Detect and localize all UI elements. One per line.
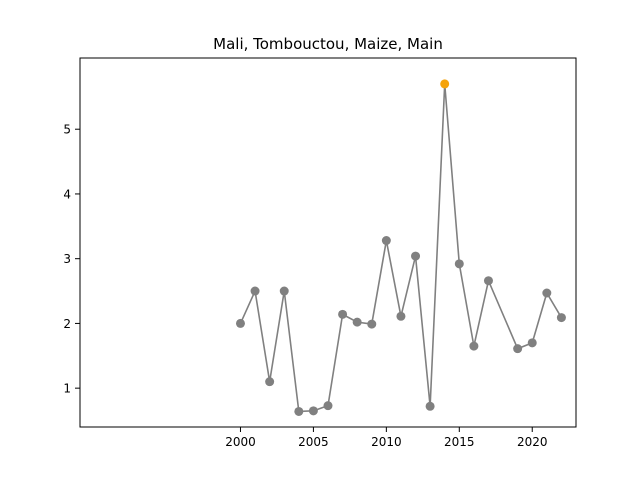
data-point	[294, 406, 304, 416]
x-tick-label: 2010	[371, 435, 402, 449]
plot-area-frame	[79, 57, 577, 428]
y-tick-label: 3	[63, 252, 71, 266]
data-point	[454, 259, 464, 269]
data-point	[381, 236, 391, 246]
data-point	[367, 319, 377, 329]
data-point	[265, 377, 275, 387]
data-point	[483, 276, 493, 286]
data-point	[469, 341, 479, 351]
data-point	[542, 288, 552, 298]
y-tick-label: 5	[63, 123, 71, 137]
x-tick-label: 2015	[444, 435, 475, 449]
data-point	[411, 251, 421, 261]
data-point	[556, 313, 566, 323]
data-point	[308, 406, 318, 416]
data-point	[527, 338, 537, 348]
chart-title: Mali, Tombouctou, Maize, Main	[213, 35, 443, 53]
y-tick-label: 1	[63, 382, 71, 396]
y-tick-label: 2	[63, 317, 71, 331]
data-point	[513, 344, 523, 354]
data-point	[279, 286, 289, 296]
data-point	[323, 401, 333, 411]
y-tick-label: 4	[63, 187, 71, 201]
x-tick-label: 2005	[298, 435, 329, 449]
data-point	[396, 311, 406, 321]
series-layer	[235, 79, 566, 416]
series-line	[239, 83, 563, 413]
x-tick-label: 2020	[517, 435, 548, 449]
data-point	[338, 309, 348, 319]
data-point	[425, 401, 435, 411]
axis-ticks: 2000 2005 2010 2015 2020 1 2 3 4 5	[63, 123, 547, 449]
data-point	[250, 286, 260, 296]
highlighted-data-point	[440, 79, 450, 89]
x-tick-label: 2000	[225, 435, 256, 449]
data-point	[352, 317, 362, 327]
data-point	[235, 318, 245, 328]
